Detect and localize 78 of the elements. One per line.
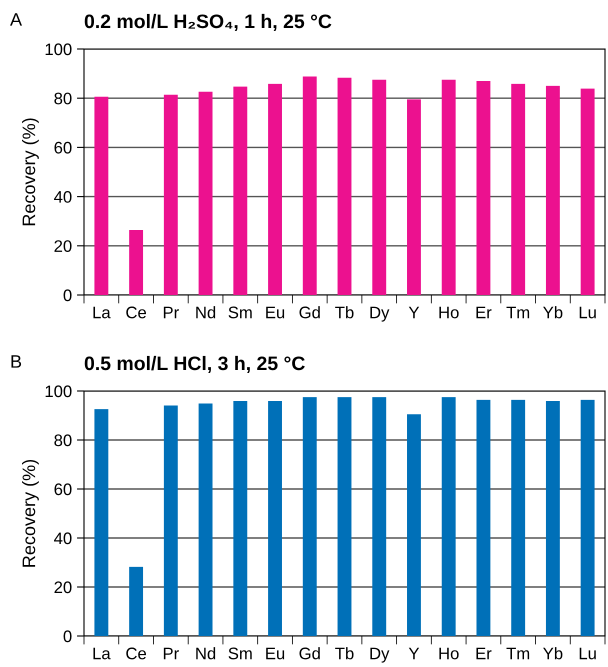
bar — [94, 96, 108, 295]
x-tick-label: Eu — [266, 306, 284, 318]
bar — [198, 92, 213, 295]
x-tick-label: Tb — [335, 306, 354, 318]
x-tick-label: Pr — [164, 648, 179, 660]
bar — [580, 88, 595, 295]
bar — [233, 401, 248, 636]
chart-title: 0.2 mol/L H₂SO₄, 1 h, 25 °C — [84, 14, 332, 32]
y-tick-label: 40 — [54, 532, 72, 544]
y-tick-label: 60 — [54, 142, 72, 154]
x-tick-label: Yb — [543, 306, 562, 318]
bar — [338, 78, 352, 295]
x-tick-label: Nd — [196, 647, 216, 660]
x-tick-label: Dy — [370, 648, 390, 663]
x-tick-label: Y — [408, 306, 420, 318]
x-tick-label: Gd — [299, 647, 320, 660]
chart-title: 0.5 mol/L HCl, 3 h, 25 °C — [84, 356, 305, 374]
x-tick-label: Pr — [164, 306, 179, 318]
x-tick-label: Lu — [580, 648, 596, 660]
x-tick-label: Gd — [299, 306, 320, 318]
x-tick-label: Ce — [126, 648, 146, 660]
y-tick-label: 0 — [64, 630, 72, 642]
x-tick-label: Y — [408, 648, 420, 660]
x-tick-label: Lu — [580, 306, 596, 318]
bar — [580, 400, 595, 636]
bar — [268, 84, 282, 295]
y-tick-label: 20 — [54, 240, 72, 252]
bar — [442, 80, 456, 295]
y-axis-title: Recovery (%) — [22, 460, 39, 567]
y-tick-label: 80 — [54, 434, 72, 446]
bar — [164, 405, 178, 636]
bar — [338, 397, 352, 636]
bar — [546, 401, 560, 636]
bar — [233, 86, 248, 295]
x-tick-label: Ho — [439, 306, 459, 318]
bar — [511, 84, 526, 295]
bar — [511, 400, 526, 636]
x-tick-label: Sm — [228, 306, 252, 318]
bar — [476, 400, 490, 636]
x-tick-label: Tm — [506, 648, 530, 660]
text: B — [11, 355, 22, 368]
bar — [268, 401, 282, 636]
bar — [407, 414, 421, 636]
y-tick-label: 60 — [54, 483, 72, 496]
x-tick-label: Dy — [370, 306, 390, 322]
bar — [198, 403, 213, 636]
x-tick-label: Yb — [543, 647, 562, 660]
y-tick-label: 20 — [54, 581, 72, 594]
bar — [302, 397, 317, 636]
x-tick-label: Er — [476, 648, 492, 660]
bar — [372, 397, 386, 636]
x-tick-label: Ho — [439, 648, 459, 660]
y-tick-label: 80 — [54, 92, 72, 104]
y-tick-label: 100 — [46, 43, 72, 56]
text: A — [10, 13, 22, 26]
x-tick-label: Er — [476, 306, 492, 318]
bar — [407, 99, 421, 295]
bar — [129, 230, 144, 295]
y-tick-label: 100 — [46, 385, 72, 398]
x-tick-label: Sm — [228, 648, 252, 660]
x-tick-label: Tm — [506, 306, 530, 318]
y-tick-label: 40 — [54, 191, 72, 203]
bar — [442, 397, 456, 636]
bar — [129, 566, 144, 636]
x-tick-label: Nd — [196, 306, 216, 318]
y-tick-label: 0 — [64, 289, 72, 302]
bar — [164, 94, 178, 295]
bar — [546, 86, 560, 295]
y-axis-title: Recovery (%) — [22, 118, 39, 226]
x-tick-label: Eu — [266, 648, 284, 660]
bar — [372, 80, 386, 295]
bar — [302, 76, 317, 295]
x-tick-label: Ce — [126, 306, 146, 318]
bar — [476, 80, 490, 295]
x-tick-label: La — [93, 306, 111, 318]
bar — [94, 409, 108, 636]
x-tick-label: La — [93, 648, 111, 660]
x-tick-label: Tb — [335, 647, 354, 660]
